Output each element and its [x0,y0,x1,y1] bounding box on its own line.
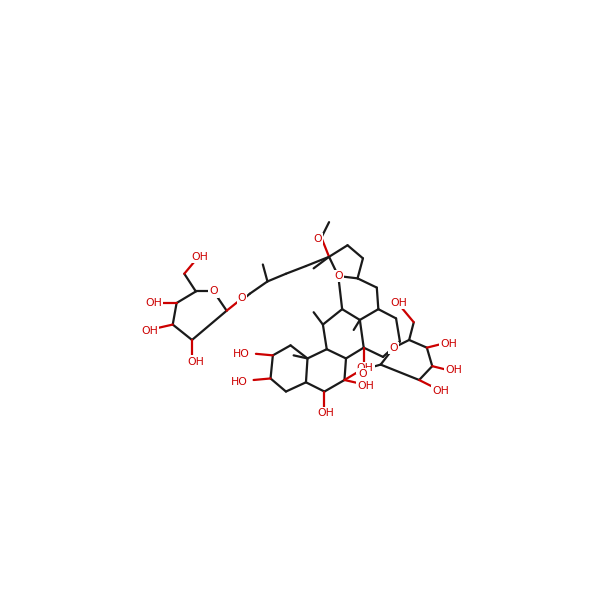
Text: OH: OH [317,408,334,418]
Text: HO: HO [230,377,247,388]
Text: OH: OH [358,381,374,391]
Text: OH: OH [440,339,457,349]
Text: OH: OH [187,356,204,367]
Text: OH: OH [145,298,162,308]
Text: O: O [359,369,367,379]
Text: OH: OH [141,326,158,336]
Text: OH: OH [357,362,374,373]
Text: OH: OH [445,365,462,375]
Text: O: O [389,343,398,353]
Text: OH: OH [432,386,449,396]
Text: O: O [238,293,247,302]
Text: HO: HO [233,349,250,359]
Text: OH: OH [390,298,407,308]
Text: OH: OH [191,252,208,262]
Text: O: O [313,234,322,244]
Text: O: O [334,271,343,281]
Text: O: O [209,286,218,296]
